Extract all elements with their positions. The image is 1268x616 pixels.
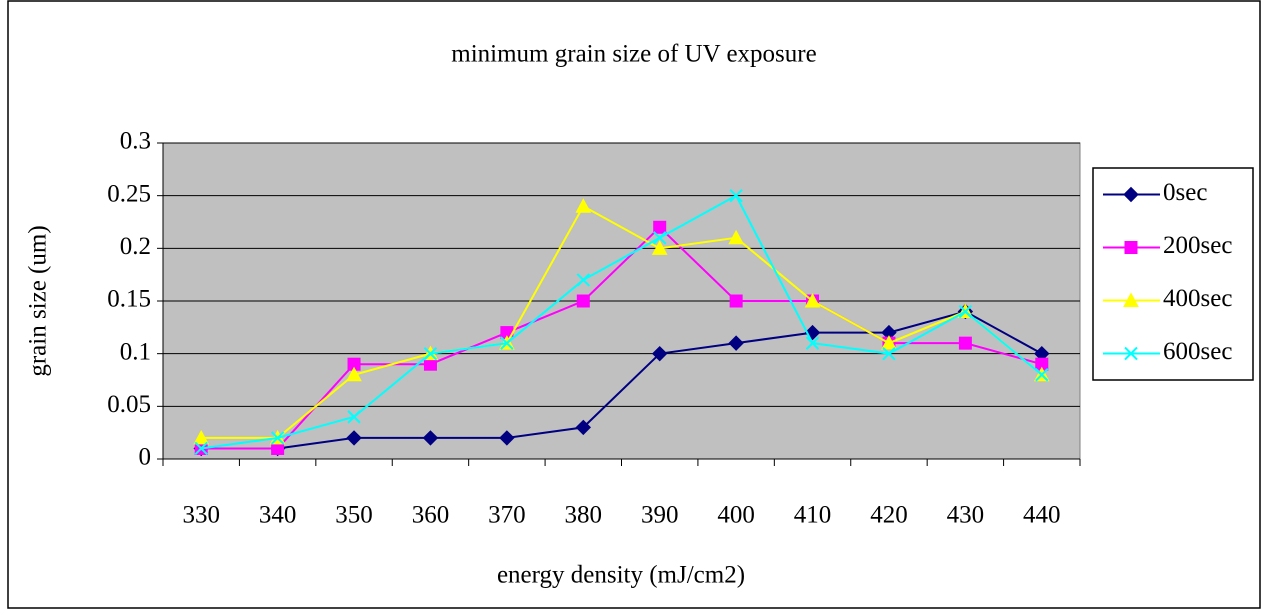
marker xyxy=(347,410,361,424)
marker xyxy=(653,220,667,234)
series-line xyxy=(201,310,1043,450)
legend-label: 600sec xyxy=(1163,338,1232,365)
marker xyxy=(805,336,820,350)
legend-label: 200sec xyxy=(1163,232,1232,259)
marker xyxy=(1124,241,1138,254)
x-tick-label: 430 xyxy=(947,502,985,529)
x-tick-label: 400 xyxy=(717,502,755,529)
marker xyxy=(958,304,973,319)
y-axis-label: grain size (um) xyxy=(25,225,52,376)
x-tick-label: 360 xyxy=(412,502,450,529)
x-tick-label: 380 xyxy=(565,502,603,529)
marker xyxy=(346,430,362,446)
marker xyxy=(576,273,590,287)
marker xyxy=(423,346,438,361)
y-tick-label: 0.15 xyxy=(107,286,151,313)
marker xyxy=(575,419,591,436)
marker xyxy=(729,294,743,308)
x-tick-label: 410 xyxy=(794,502,832,529)
series-line xyxy=(201,204,1043,439)
x-tick-label: 350 xyxy=(335,502,373,529)
x-tick-label: 340 xyxy=(259,502,297,529)
marker xyxy=(576,294,590,308)
marker xyxy=(500,336,514,350)
x-axis-label: energy density (mJ/cm2) xyxy=(497,562,745,589)
marker xyxy=(728,335,744,351)
x-tick-label: 370 xyxy=(488,502,526,529)
marker xyxy=(958,336,972,350)
chart-title: minimum grain size of UV exposure xyxy=(451,41,816,68)
marker xyxy=(575,198,592,213)
x-tick-label: 440 xyxy=(1023,502,1061,529)
marker xyxy=(729,188,743,203)
marker xyxy=(728,229,744,245)
y-tick-label: 0.05 xyxy=(107,391,151,418)
legend-label: 400sec xyxy=(1163,285,1232,312)
marker xyxy=(194,441,208,456)
marker xyxy=(651,240,668,255)
marker xyxy=(270,431,285,445)
marker xyxy=(882,346,896,361)
marker xyxy=(653,231,667,245)
marker xyxy=(1123,292,1139,307)
y-tick-label: 0.3 xyxy=(120,128,151,155)
series-line xyxy=(201,225,1043,450)
marker xyxy=(193,429,210,445)
marker xyxy=(804,292,821,308)
x-tick-label: 420 xyxy=(870,502,908,529)
marker xyxy=(1123,186,1139,203)
series-line xyxy=(201,194,1043,450)
legend-box xyxy=(1092,167,1254,381)
y-tick-label: 0.1 xyxy=(120,338,151,365)
marker xyxy=(1124,346,1138,361)
x-tick-label: 390 xyxy=(641,502,679,529)
marker xyxy=(346,366,362,382)
marker xyxy=(1035,368,1049,382)
y-tick-label: 0.2 xyxy=(120,233,151,260)
legend-label: 0sec xyxy=(1163,179,1207,206)
marker xyxy=(652,345,668,362)
marker xyxy=(881,335,897,350)
y-tick-label: 0.25 xyxy=(107,180,151,207)
marker xyxy=(499,430,515,446)
y-tick-label: 0 xyxy=(139,444,152,471)
marker xyxy=(422,430,439,446)
x-tick-label: 330 xyxy=(182,502,220,529)
